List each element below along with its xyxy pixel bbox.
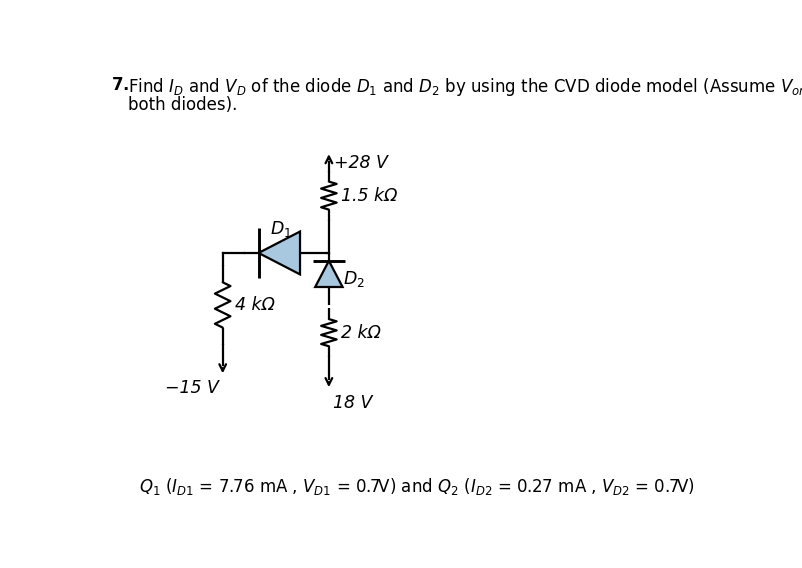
- Text: $Q_1$ ($I_{D1}$ = 7.76 mA , $V_{D1}$ = 0.7V) and $Q_2$ ($I_{D2}$ = 0.27 mA , $V_: $Q_1$ ($I_{D1}$ = 7.76 mA , $V_{D1}$ = 0…: [139, 476, 695, 497]
- Text: Find $I_D$ and $V_D$ of the diode $D_1$ and $D_2$ by using the CVD diode model (: Find $I_D$ and $V_D$ of the diode $D_1$ …: [128, 76, 802, 98]
- Text: +28 V: +28 V: [334, 153, 388, 172]
- Text: $D_2$: $D_2$: [342, 269, 365, 289]
- Text: 4 kΩ: 4 kΩ: [235, 296, 275, 314]
- Polygon shape: [315, 261, 342, 287]
- Text: both diodes).: both diodes).: [128, 96, 237, 114]
- Text: 1.5 kΩ: 1.5 kΩ: [342, 187, 398, 204]
- Text: 18 V: 18 V: [333, 394, 372, 412]
- Text: $\mathbf{7.}$: $\mathbf{7.}$: [111, 76, 129, 94]
- Text: −15 V: −15 V: [165, 379, 219, 397]
- Text: 2 kΩ: 2 kΩ: [342, 324, 381, 342]
- Polygon shape: [258, 232, 300, 274]
- Text: $D_1$: $D_1$: [270, 219, 292, 239]
